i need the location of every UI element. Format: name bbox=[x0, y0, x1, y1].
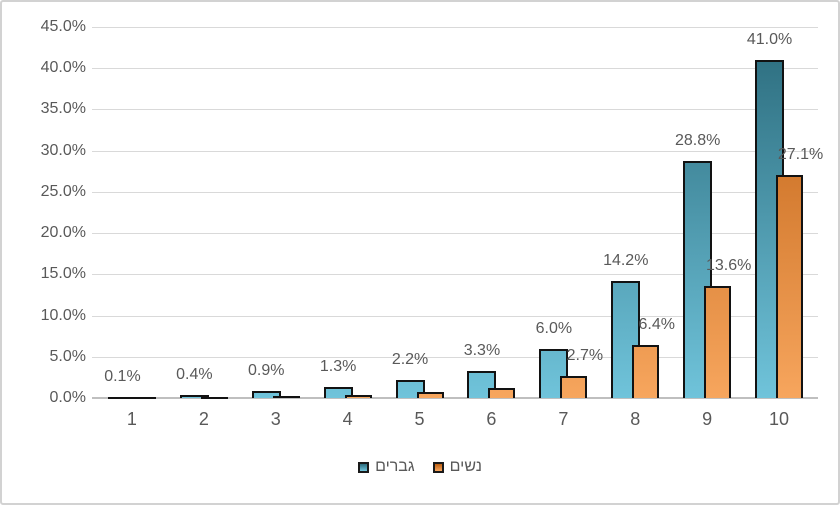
x-axis-category-label: 1 bbox=[126, 409, 137, 429]
x-axis-category-label: 3 bbox=[270, 409, 281, 429]
bar-women bbox=[128, 396, 156, 399]
data-label-men: 28.8% bbox=[674, 131, 721, 149]
y-axis-tick-label: 35.0% bbox=[40, 100, 86, 118]
bar-women bbox=[704, 285, 732, 398]
y-axis-tick-label: 0.0% bbox=[49, 389, 86, 406]
legend-label-men: גברים bbox=[375, 458, 415, 475]
x-axis-category-label: 4 bbox=[342, 409, 353, 429]
data-label-men: 2.2% bbox=[391, 350, 429, 368]
gridline bbox=[92, 27, 818, 28]
data-label-men: 14.2% bbox=[603, 251, 649, 269]
gridline bbox=[92, 356, 818, 358]
bar-women bbox=[344, 394, 372, 398]
gridline bbox=[92, 315, 818, 317]
bar-women bbox=[416, 392, 444, 398]
bar-men bbox=[251, 390, 281, 398]
gridline bbox=[92, 109, 818, 111]
legend-item-women: נשים bbox=[432, 458, 482, 476]
bar-women bbox=[272, 395, 300, 398]
bar-women bbox=[776, 174, 804, 398]
y-axis-tick-label: 30.0% bbox=[40, 141, 86, 159]
data-label-women: 27.1% bbox=[777, 145, 824, 163]
legend-label-women: נשים bbox=[449, 458, 482, 475]
x-axis-category-label: 5 bbox=[414, 409, 425, 429]
data-label-men: 0.4% bbox=[176, 365, 213, 383]
chart-legend: גברים נשים bbox=[2, 458, 838, 476]
bar-women bbox=[632, 345, 660, 398]
data-label-men: 0.1% bbox=[104, 367, 141, 385]
data-label-men: 41.0% bbox=[746, 30, 793, 48]
x-axis-line bbox=[92, 397, 818, 399]
y-axis-tick-label: 20.0% bbox=[40, 224, 86, 242]
y-axis-tick-label: 40.0% bbox=[40, 59, 86, 77]
data-label-men: 1.3% bbox=[319, 358, 357, 376]
data-label-women: 13.6% bbox=[705, 256, 752, 274]
bar-men bbox=[323, 387, 353, 398]
x-axis-category-label: 6 bbox=[486, 409, 497, 429]
data-label-men: 0.9% bbox=[248, 361, 285, 379]
bar-women bbox=[488, 388, 516, 398]
data-label-women: 6.4% bbox=[638, 316, 675, 334]
x-axis-category-label: 7 bbox=[558, 409, 569, 429]
x-axis-category-label: 2 bbox=[198, 409, 209, 429]
legend-swatch-men-icon bbox=[358, 461, 370, 473]
y-axis-tick-label: 45.0% bbox=[40, 18, 86, 35]
gridline bbox=[92, 233, 818, 235]
gridline bbox=[92, 68, 818, 70]
bar-women bbox=[200, 396, 228, 399]
legend-swatch-women-icon bbox=[432, 461, 444, 473]
gridline bbox=[92, 191, 818, 193]
bar-men bbox=[179, 394, 209, 398]
y-axis-tick-label: 10.0% bbox=[40, 306, 86, 324]
y-axis-tick-label: 15.0% bbox=[40, 265, 86, 283]
gridline bbox=[92, 150, 818, 152]
x-axis-category-label: 9 bbox=[702, 409, 713, 429]
data-label-men: 3.3% bbox=[463, 341, 501, 359]
y-axis-tick-label: 25.0% bbox=[40, 182, 86, 200]
gridline bbox=[92, 274, 818, 276]
data-label-women: 2.7% bbox=[566, 346, 604, 364]
x-axis-category-label: 10 bbox=[769, 409, 790, 429]
y-axis-tick-label: 5.0% bbox=[49, 347, 86, 365]
data-label-men: 6.0% bbox=[535, 319, 573, 337]
x-axis-category-label: 8 bbox=[630, 409, 641, 429]
bar-women bbox=[560, 375, 588, 398]
legend-item-men: גברים bbox=[358, 458, 415, 476]
